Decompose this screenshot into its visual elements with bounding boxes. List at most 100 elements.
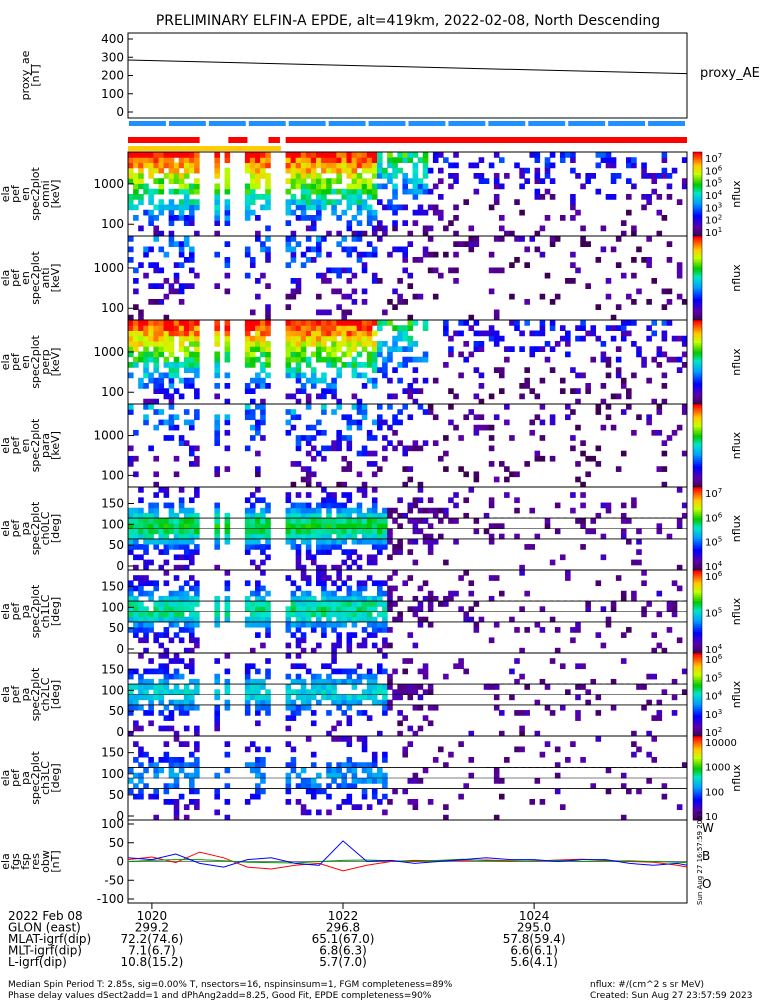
ela_pef_pa_spec2plot_ch2LC-cell (128, 668, 134, 675)
ela_pef_en_spec2plot_omni-cell (483, 178, 490, 184)
ela_pef_pa_spec2plot_ch0LC-cell (326, 544, 332, 550)
ela_pef_en_spec2plot_anti-cell (224, 262, 231, 268)
ela_pef_pa_spec2plot_ch2LC-cell (244, 699, 251, 706)
ela_pef_en_spec2plot_para-cell (163, 419, 170, 426)
ela_pef_pa_spec2plot_ch2LC-cell (260, 694, 266, 701)
ela_pef_en_spec2plot_para-cell (321, 409, 327, 415)
ela_pef_pa_spec2plot_ch1LC-cell (173, 621, 180, 628)
ela_pef_en_spec2plot_perp-cell (504, 346, 510, 352)
ela_pef_pa_spec2plot_ch1LC-cell (463, 616, 469, 623)
ela_pef_en_spec2plot_omni-cell (265, 199, 271, 205)
ela_pef_en_spec2plot_omni-cell (361, 230, 368, 237)
ela_pef_en_spec2plot_omni-cell (681, 157, 688, 163)
ela_pef_pa_spec2plot_ch1LC-cell (163, 606, 170, 612)
ela_pef_en_spec2plot_para-cell (305, 471, 312, 478)
ela_pef_en_spec2plot_perp-cell (331, 330, 337, 337)
ela_pef_pa_spec2plot_ch2LC-cell (183, 710, 190, 716)
ela_pef_en_spec2plot_para-cell (382, 419, 388, 426)
ela_pef_en_spec2plot_omni-cell (285, 162, 292, 169)
ela_pef_en_spec2plot_para-cell (300, 466, 307, 472)
ela_pef_pa_spec2plot_ch1LC-cell (249, 606, 256, 612)
ela_pef_en_spec2plot_perp-cell (249, 351, 256, 358)
ela_pef_pa_spec2plot_ch1LC-cell (463, 570, 469, 576)
ela_pef_en_spec2plot_omni-cell (153, 162, 159, 169)
ela_pef_en_spec2plot_omni-colorbar-cell (693, 158, 702, 161)
ela_pef_pa_spec2plot_ch1LC-cell (158, 616, 165, 623)
ela_pef_en_spec2plot_omni-cell (168, 188, 175, 195)
ela_pef_en_spec2plot_para-cell (407, 476, 414, 483)
ela_pef_pa_spec2plot_ch2LC-cell (509, 668, 515, 675)
ela_pef_en_spec2plot_anti-cell (178, 288, 185, 295)
ela_pef_en_spec2plot_omni-cell (173, 173, 180, 179)
ela_pef_en_spec2plot_perp-colorbar-cell (693, 353, 702, 357)
ela_pef_pa_spec2plot_ch2LC-cell (265, 689, 271, 695)
ela_pef_en_spec2plot_perp-cell (626, 320, 632, 326)
ela_pef_en_spec2plot_para-cell (493, 476, 500, 483)
ela_pef_pa_spec2plot_ch1LC-cell (346, 575, 353, 581)
ela_pef_en_spec2plot_omni-cell (188, 209, 195, 216)
ela_pef_en_spec2plot_omni-cell (138, 173, 144, 179)
ela_pef_en_spec2plot_para-cell (432, 414, 439, 421)
ela_pef_en_spec2plot_perp-cell (590, 356, 597, 363)
ela_pef_pa_spec2plot_ch0LC-cell (631, 502, 637, 509)
ela_pef_pa_spec2plot_ch2LC-cell (148, 720, 154, 727)
ela_pef_en_spec2plot_para-cell (453, 424, 459, 431)
ela_pef_pa_spec2plot_ch3LC-colorbar-cell (693, 815, 702, 819)
ela_pef_en_spec2plot_perp-cell (194, 325, 200, 331)
ela_pef_en_spec2plot_anti-cell (463, 241, 469, 247)
ela_pef_pa_spec2plot_ch1LC-cell (188, 595, 195, 602)
ela_pef_pa_spec2plot_ch1LC-cell (346, 590, 353, 597)
proxy-ae-frame (127, 32, 688, 119)
ela_pef_pa_spec2plot_ch1LC-cell (168, 601, 175, 607)
ela_pef_en_spec2plot_anti-cell (351, 288, 358, 295)
ela_pef_en_spec2plot_perp-cell (295, 351, 302, 358)
ela_pef_en_spec2plot_perp-cell (194, 346, 200, 352)
ela_pef_en_spec2plot_omni-cell (148, 173, 154, 179)
ela_pef_en_spec2plot_omni-cell (249, 152, 256, 158)
ela_pef_en_spec2plot_anti-cell (290, 293, 297, 300)
ela_pef_en_spec2plot_omni-cell (285, 167, 292, 174)
ela_pef_en_spec2plot_perp-cell (285, 351, 292, 358)
ela_pef_pa_spec2plot_ch0LC-cell (178, 523, 185, 529)
ela_pef_pa_spec2plot_ch2LC-cell (397, 689, 403, 695)
ela_pef_pa_spec2plot_ch1LC-cell (417, 606, 424, 612)
ela_pef_en_spec2plot_perp-cell (183, 356, 190, 363)
ela_pef_en_spec2plot_perp-cell (265, 320, 271, 326)
ela_pef_en_spec2plot_para-cell (463, 414, 469, 421)
ela_pef_en_spec2plot_perp-cell (148, 335, 154, 342)
ela_pef_en_spec2plot_omni-cell (493, 194, 500, 200)
ela_pef_pa_spec2plot_ch2LC-cell (316, 689, 322, 695)
ela_pef_pa_spec2plot_ch2LC-cell (321, 663, 327, 670)
ela_pef_en_spec2plot_perp-cell (290, 372, 297, 379)
ela_pef_pa_spec2plot_ch3LC-cell (128, 767, 134, 774)
ela_pef_pa_spec2plot_ch3LC-cell (468, 772, 475, 779)
ela_pef_pa_spec2plot_ch1LC-cell (143, 627, 149, 633)
ela_pef_en_spec2plot_omni-cell (437, 167, 444, 174)
ela_pef_pa_spec2plot_ch3LC-tick-label: 0 (116, 809, 124, 823)
ela_pef_en_spec2plot_perp-cell (366, 341, 373, 347)
ela_pef_pa_spec2plot_ch1LC-cell (148, 627, 154, 633)
ela_pef_en_spec2plot_omni-cell (148, 167, 154, 174)
ela_pef_en_spec2plot_perp-cell (214, 356, 220, 363)
ela_pef_pa_spec2plot_ch0LC-cell (138, 528, 144, 535)
ela_pef_pa_spec2plot_ch0LC-cell (300, 538, 307, 545)
ela_pef_pa_spec2plot_ch0LC-cell (214, 512, 220, 519)
ela_pef_pa_spec2plot_ch1LC-cell (138, 601, 144, 607)
ela_pef_en_spec2plot_perp-cell (351, 320, 358, 326)
ela_pef_pa_spec2plot_ch0LC-cell (346, 533, 353, 540)
ela_pef_pa_spec2plot_ch1LC-colorbar-cell (693, 574, 702, 577)
ela_pef_pa_spec2plot_ch3LC-cell (173, 809, 180, 816)
ela_pef_pa_spec2plot_ch0LC-tick-label: 50 (109, 538, 124, 552)
ela_pef_pa_spec2plot_ch0LC-cell (310, 518, 317, 524)
ela_pef_en_spec2plot_perp-cell (305, 362, 312, 368)
ela_pef_pa_spec2plot_ch2LC-colorbar-cell (693, 731, 702, 735)
ela_pef_pa_spec2plot_ch0LC-colorbar-cell (693, 524, 702, 527)
ela_pef_pa_spec2plot_ch2LC-cell (158, 689, 165, 695)
ela_pef_pa_spec2plot_ch3LC-cell (133, 783, 139, 789)
ela_pef_en_spec2plot_perp-cell (249, 377, 256, 384)
ela_pef_en_spec2plot_omni-cell (544, 173, 551, 179)
ela_pef_pa_spec2plot_ch2LC-cell (158, 694, 165, 701)
fgs-ylabel-line: ela (0, 853, 12, 870)
ela_pef_en_spec2plot_perp-cell (478, 383, 485, 389)
ela_pef_pa_spec2plot_ch2LC-cell (361, 689, 368, 695)
